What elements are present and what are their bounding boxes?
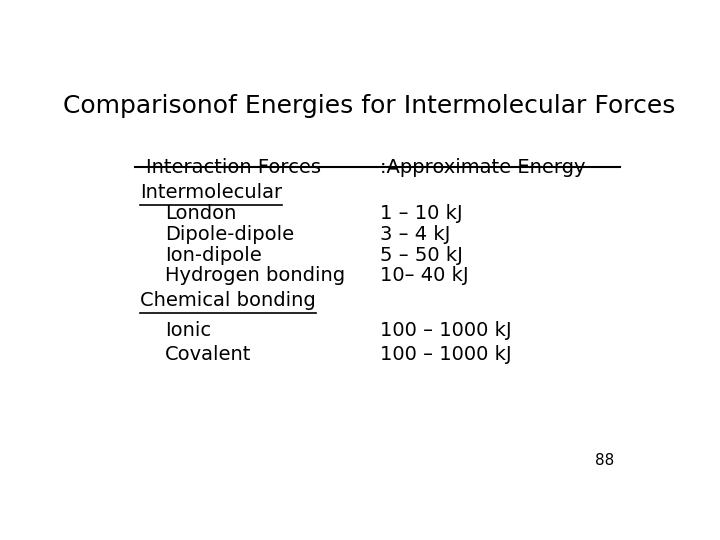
Text: Ionic: Ionic (166, 321, 212, 340)
Text: 100 – 1000 kJ: 100 – 1000 kJ (380, 321, 512, 340)
Text: London: London (166, 204, 237, 223)
Text: Ion-dipole: Ion-dipole (166, 246, 262, 265)
Text: Interaction Forces: Interaction Forces (145, 158, 321, 177)
Text: 10– 40 kJ: 10– 40 kJ (380, 266, 469, 286)
Text: Comparisonof Energies for Intermolecular Forces: Comparisonof Energies for Intermolecular… (63, 94, 675, 118)
Text: :Approximate Energy: :Approximate Energy (380, 158, 585, 177)
Text: Chemical bonding: Chemical bonding (140, 292, 316, 310)
Text: 5 – 50 kJ: 5 – 50 kJ (380, 246, 463, 265)
Text: 100 – 1000 kJ: 100 – 1000 kJ (380, 346, 512, 365)
Text: 3 – 4 kJ: 3 – 4 kJ (380, 225, 451, 244)
Text: Covalent: Covalent (166, 346, 252, 365)
Text: Intermolecular: Intermolecular (140, 183, 282, 202)
Text: Hydrogen bonding: Hydrogen bonding (166, 266, 346, 286)
Text: Dipole-dipole: Dipole-dipole (166, 225, 294, 244)
Text: 88: 88 (595, 453, 615, 468)
Text: 1 – 10 kJ: 1 – 10 kJ (380, 204, 463, 223)
